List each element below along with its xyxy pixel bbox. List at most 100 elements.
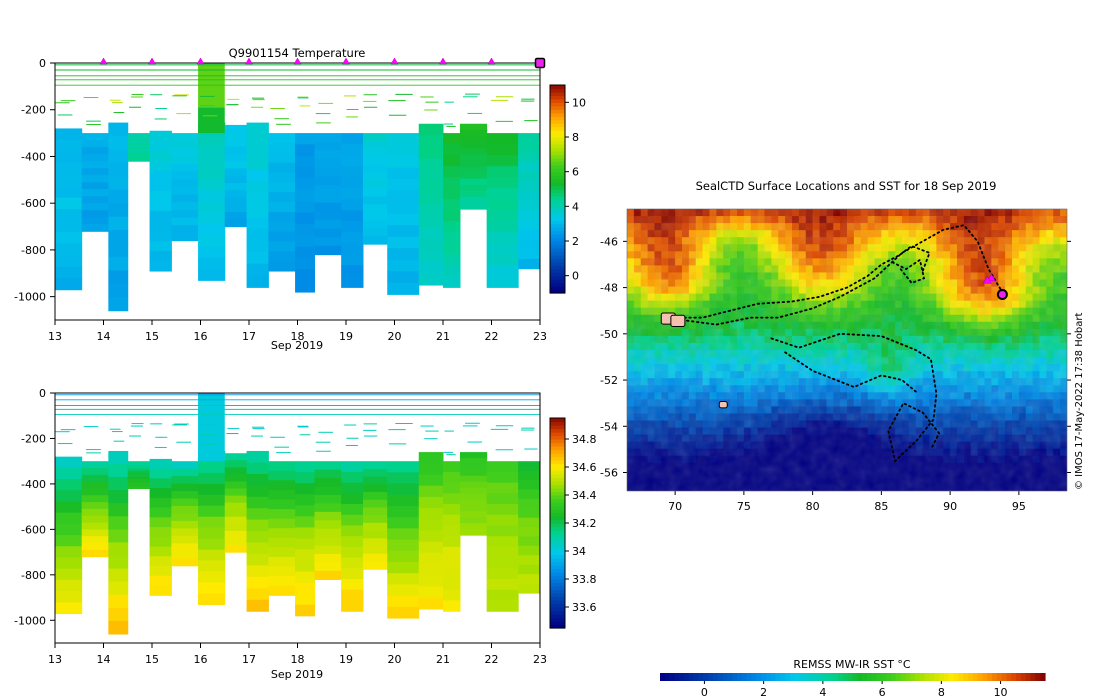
- temperature-cell: [362, 133, 388, 142]
- temperature-cell: [81, 196, 109, 204]
- salinity-cell: [55, 546, 83, 559]
- salinity-cell: [486, 471, 519, 484]
- salinity-cell: [341, 546, 364, 559]
- temperature-cell: [314, 167, 342, 178]
- salinity-cell: [268, 518, 296, 529]
- colorbar-cell: [550, 593, 565, 598]
- colorbar-cell: [550, 512, 565, 517]
- salinity-cell: [518, 564, 540, 575]
- temperature-cell: [387, 225, 420, 238]
- salinity-cell: [362, 484, 388, 493]
- temperature-cell: [486, 188, 519, 200]
- temperature-cell: [108, 136, 129, 151]
- temperature-cell: [149, 240, 172, 252]
- salinity-cell: [171, 491, 199, 500]
- temperature-cell: [108, 203, 129, 218]
- colorbar-cell: [550, 192, 565, 197]
- salinity-cell: [246, 531, 269, 544]
- colorbar-cell: [550, 509, 565, 514]
- surfacing-triangle: [986, 273, 996, 282]
- temperature-cell: [387, 190, 420, 203]
- salinity-cell: [341, 536, 364, 548]
- map-colorbar-cell: [958, 673, 964, 681]
- salinity-cell: [127, 467, 151, 470]
- salinity-cell: [246, 508, 269, 521]
- temperature-cell: [518, 210, 540, 221]
- temperature-x-axis: 13 14 15 16 17 18 19 20 21 22 23: [48, 320, 547, 343]
- temperature-cell: [127, 147, 151, 150]
- map-colorbar-cell: [761, 673, 767, 681]
- surfacing-triangle: [245, 57, 253, 65]
- temperature-cell: [149, 220, 172, 232]
- colorbar-cell: [550, 116, 565, 121]
- temperature-cell: [341, 133, 364, 145]
- map-colorbar-cell: [987, 673, 993, 681]
- temperature-cell: [459, 166, 488, 174]
- x-tick-label: 18: [291, 330, 305, 343]
- x-tick-label: 14: [97, 330, 111, 343]
- temperature-cell: [224, 132, 248, 141]
- salinity-cell: [55, 512, 83, 525]
- colorbar-cell: [550, 495, 565, 500]
- temperature-cell: [341, 188, 364, 200]
- salinity-y-axis: 0 -200 -400 -600 -800 -1000: [14, 387, 55, 627]
- temperature-cell: [314, 202, 342, 212]
- salinity-cell: [171, 543, 199, 552]
- map-colorbar-cell: [775, 673, 781, 681]
- map-colorbar-cell: [900, 673, 907, 681]
- salinity-cell: [224, 509, 248, 518]
- colorbar-cell: [550, 241, 565, 246]
- temperature-cell: [459, 190, 488, 198]
- salinity-cell: [55, 456, 83, 469]
- map-colorbar-cell: [833, 673, 839, 681]
- temperature-cell: [224, 182, 248, 191]
- salinity-cell: [486, 589, 519, 602]
- colorbar-cell: [550, 516, 565, 521]
- colorbar-cell: [550, 467, 565, 472]
- map-colorbar-cell: [948, 673, 955, 681]
- colorbar-cell: [550, 491, 565, 496]
- salinity-cell: [127, 472, 151, 476]
- colorbar-cell: [550, 247, 565, 252]
- salinity-cell: [108, 620, 129, 635]
- salinity-cell: [149, 468, 172, 479]
- temperature-cell: [224, 168, 248, 177]
- salinity-cell: [459, 487, 488, 495]
- salinity-cell: [149, 585, 172, 596]
- salinity-cell: [314, 570, 342, 580]
- temperature-cell: [459, 172, 488, 180]
- y-tick-label: -600: [21, 197, 46, 210]
- salinity-cell: [108, 464, 129, 478]
- map-colorbar-cell: [785, 673, 791, 681]
- salinity-cell: [387, 606, 420, 619]
- temperature-cell: [387, 144, 420, 157]
- map-y-tick-label: -54: [600, 420, 618, 433]
- surfacing-triangle: [293, 57, 302, 65]
- temperature-heatmap: [55, 63, 540, 312]
- salinity-cell: [81, 461, 109, 469]
- salinity-cell: [108, 529, 129, 544]
- colorbar-cell: [550, 272, 565, 277]
- map-colorbar-cell: [809, 673, 815, 681]
- salinity-cell: [314, 469, 342, 479]
- temperature-cell: [81, 224, 109, 232]
- salinity-cell: [314, 503, 342, 513]
- salinity-cell: [268, 509, 296, 520]
- colorbar-cell: [550, 261, 565, 266]
- colorbar-cell: [550, 216, 565, 221]
- temperature-cell: [362, 220, 388, 229]
- salinity-cell: [418, 586, 444, 599]
- temperature-cell: [295, 133, 315, 146]
- x-tick-label: 14: [97, 653, 111, 666]
- temperature-cell: [418, 273, 444, 286]
- temperature-cell: [459, 148, 488, 155]
- temperature-cell: [295, 167, 315, 180]
- salinity-cell: [459, 493, 488, 501]
- x-tick-label: 22: [485, 653, 499, 666]
- temperature-cell: [55, 278, 83, 291]
- map-colorbar-cell: [727, 673, 733, 681]
- map-colorbar-cell: [693, 673, 700, 681]
- temperature-cell: [127, 157, 151, 160]
- colorbar-cell: [550, 533, 565, 538]
- temperature-cell: [149, 170, 172, 182]
